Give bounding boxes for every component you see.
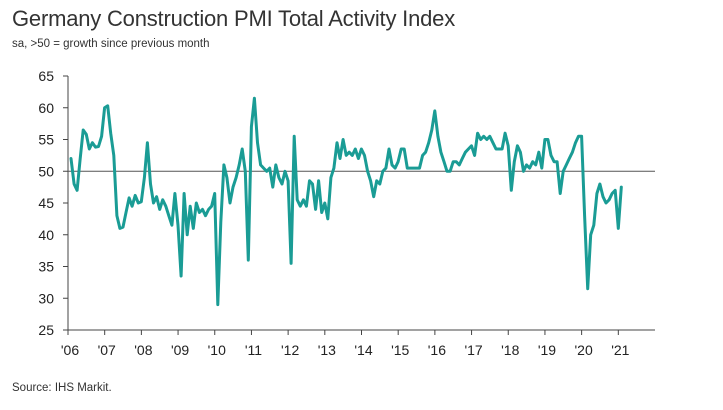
- x-tick-label: '17: [464, 342, 482, 358]
- x-tick-label: '16: [428, 342, 446, 358]
- y-tick-label: 25: [38, 322, 54, 338]
- x-tick-label: '20: [575, 342, 593, 358]
- y-tick-label: 55: [38, 132, 54, 148]
- series-group: [71, 98, 621, 304]
- x-tick-label: '10: [208, 342, 226, 358]
- y-tick-label: 45: [38, 195, 54, 211]
- series-line: [71, 98, 621, 304]
- x-tick-label: '21: [611, 342, 629, 358]
- y-tick-label: 35: [38, 259, 54, 275]
- y-tick-label: 50: [38, 163, 54, 179]
- x-tick-label: '19: [538, 342, 556, 358]
- source-note: Source: IHS Markit.: [12, 382, 112, 394]
- y-axis: 25 30 35 40 45 50 55 60 65: [38, 68, 68, 338]
- x-tick-label: '08: [134, 342, 152, 358]
- x-tick-label: '12: [281, 342, 299, 358]
- x-axis: '06 '07 '08 '09 '10 '11 '12 '13 '14 '15 '16 '17 '18 '…: [61, 330, 655, 358]
- x-tick-label: '09: [171, 342, 189, 358]
- x-tick-label: '15: [391, 342, 409, 358]
- chart-area: 25 30 35 40 45 50 55 60 65 '06 '07 '08 '09 '10 '11 '12…: [0, 0, 723, 410]
- x-tick-label: '07: [98, 342, 116, 358]
- x-tick-label: '06: [61, 342, 79, 358]
- x-tick-label: '13: [318, 342, 336, 358]
- y-tick-label: 30: [38, 290, 54, 306]
- y-tick-label: 60: [38, 100, 54, 116]
- x-tick-label: '14: [354, 342, 372, 358]
- x-tick-label: '11: [245, 342, 262, 358]
- x-tick-label: '18: [501, 342, 519, 358]
- y-tick-label: 65: [38, 68, 54, 84]
- y-tick-label: 40: [38, 227, 54, 243]
